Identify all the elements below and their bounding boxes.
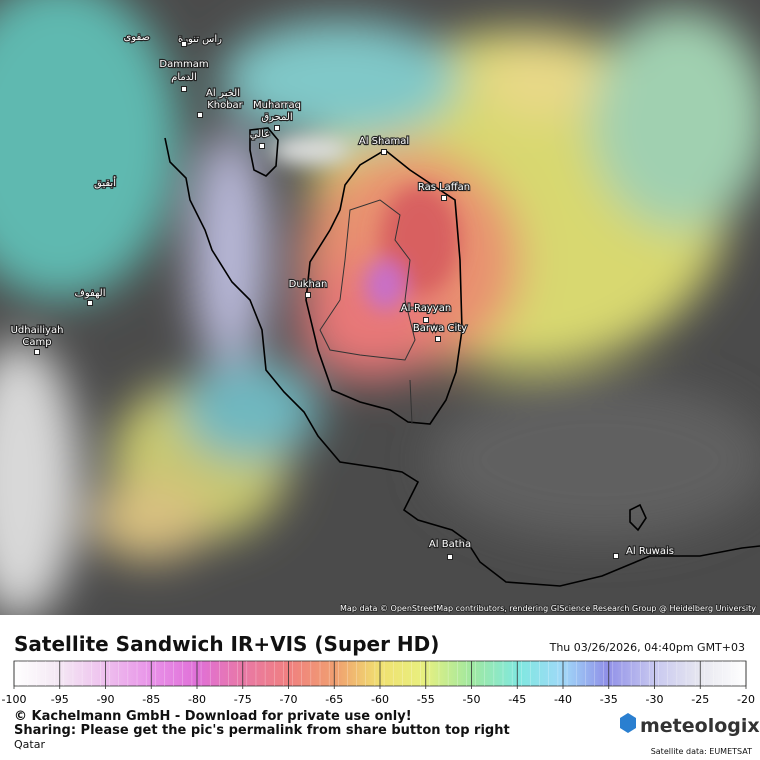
scale-tick-label: -65 — [325, 693, 343, 706]
place-marker — [613, 553, 619, 559]
scale-tick-label: -80 — [188, 693, 206, 706]
place-label: Dukhan — [289, 279, 328, 290]
place-label: عالي — [250, 129, 270, 140]
place-label: Camp — [22, 337, 51, 348]
scale-tick-label: -90 — [97, 693, 115, 706]
color-scale: -100 -95 -90 -85 -80 -75 -70 -65 -60 -55 -50 -45 -40… — [2, 660, 755, 706]
map-attribution: Map data © OpenStreetMap contributors, r… — [340, 604, 756, 613]
place-label: Khobar — [207, 100, 243, 111]
place-label: Al Batha — [429, 539, 471, 550]
place-label: Muharraq — [253, 100, 301, 111]
place-label: صفوى — [123, 32, 150, 43]
scale-tick-label: -85 — [142, 693, 160, 706]
place-label: أبقيق — [94, 176, 116, 189]
place-label: الخبر — [218, 88, 240, 99]
scale-tick-label: -20 — [737, 693, 755, 706]
scale-tick-label: -25 — [691, 693, 709, 706]
place-marker — [259, 143, 265, 149]
scale-tick-label: -100 — [2, 693, 27, 706]
place-marker — [305, 292, 311, 298]
scale-tick-label: -40 — [554, 693, 572, 706]
scale-tick-label: -55 — [417, 693, 435, 706]
scale-tick-label: -30 — [646, 693, 664, 706]
region: Qatar — [14, 738, 45, 751]
copyright: © Kachelmann GmbH - Download for private… — [14, 709, 412, 724]
place-label: المحرق — [261, 112, 292, 123]
scale-tick-label: -60 — [371, 693, 389, 706]
place-label: Al-Rayyan — [401, 303, 451, 314]
place-label: Dammam — [159, 59, 208, 70]
place-marker — [197, 112, 203, 118]
place-label: الهفوف — [74, 288, 105, 299]
scale-tick-label: -35 — [600, 693, 618, 706]
place-marker — [381, 149, 387, 155]
place-label: الدمام — [171, 72, 197, 83]
place-marker — [87, 300, 93, 306]
scale-tick-label: -45 — [508, 693, 526, 706]
sharing-note: Sharing: Please get the pic's permalink … — [14, 723, 510, 738]
timestamp: Thu 03/26/2026, 04:40pm GMT+03 — [549, 641, 745, 654]
place-label: Al Shamal — [359, 136, 409, 147]
place-marker — [181, 41, 187, 47]
legend-title: Satellite Sandwich IR+VIS (Super HD) — [14, 632, 439, 656]
scale-tick-label: -50 — [463, 693, 481, 706]
place-marker — [435, 336, 441, 342]
place-marker — [441, 195, 447, 201]
data-credit: Satellite data: EUMETSAT — [651, 747, 752, 756]
scale-tick-label: -95 — [51, 693, 69, 706]
place-marker — [274, 125, 280, 131]
place-label: Al Ruwais — [626, 546, 674, 557]
place-marker — [34, 349, 40, 355]
place-label: Barwa City — [413, 323, 467, 334]
scale-tick-label: -75 — [234, 693, 252, 706]
place-marker — [423, 317, 429, 323]
place-marker — [181, 86, 187, 92]
place-label: Udhailiyah — [11, 325, 64, 336]
logo-icon — [620, 713, 636, 733]
place-label: راس تنورة — [178, 34, 222, 45]
place-label: Ras Laffan — [418, 182, 470, 193]
scale-tick-label: -70 — [280, 693, 298, 706]
logo: meteologix — [640, 715, 760, 737]
place-label: Al — [206, 88, 216, 99]
place-marker — [447, 554, 453, 560]
